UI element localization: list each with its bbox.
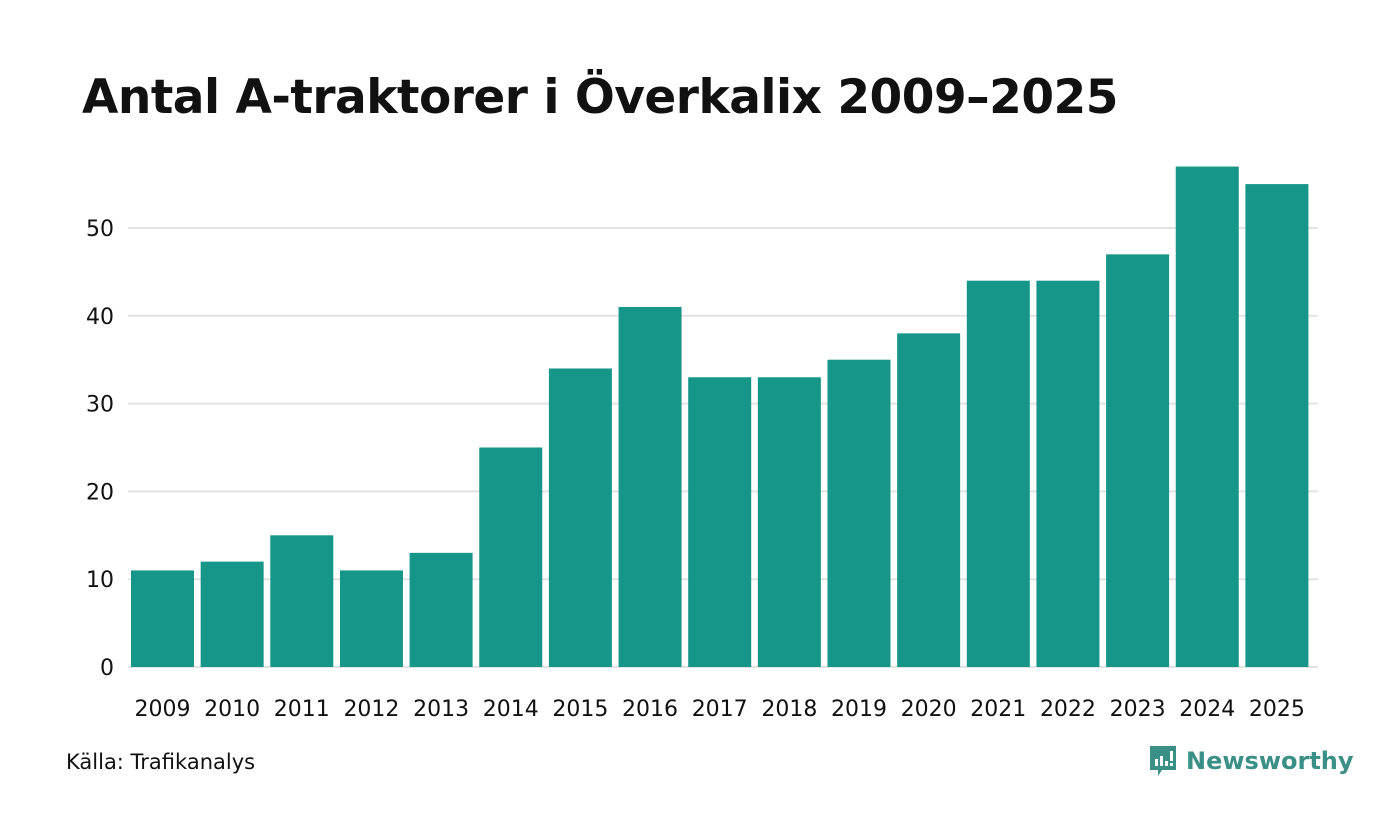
x-tick-label: 2009 <box>135 697 191 722</box>
brand-name: Newsworthy <box>1186 747 1354 775</box>
bar-2021 <box>966 280 1030 667</box>
bar-2010 <box>200 561 264 667</box>
x-tick-label: 2020 <box>901 697 957 722</box>
source-note: Källa: Trafikanalys <box>66 750 256 774</box>
bar-2009 <box>131 570 194 667</box>
x-tick-label: 2013 <box>413 697 469 722</box>
bar-2023 <box>1106 254 1170 667</box>
bar-2017 <box>688 377 752 667</box>
x-tick-label: 2011 <box>274 697 330 722</box>
newsworthy-logo: Newsworthy <box>1148 744 1354 778</box>
chart-title: Antal A-traktorer i Överkalix 2009–2025 <box>82 70 1118 125</box>
bar-2011 <box>270 535 334 667</box>
x-tick-label: 2012 <box>343 697 399 722</box>
bar-2019 <box>827 359 891 667</box>
x-tick-label: 2010 <box>204 697 260 722</box>
x-tick-label: 2019 <box>831 697 887 722</box>
y-tick-label: 40 <box>86 305 114 330</box>
y-tick-label: 20 <box>86 480 114 505</box>
bar-2018 <box>757 377 821 667</box>
x-tick-label: 2017 <box>692 697 748 722</box>
x-tick-label: 2025 <box>1249 697 1305 722</box>
bar-2025 <box>1245 184 1309 667</box>
bar-2012 <box>339 570 403 667</box>
x-tick-label: 2024 <box>1179 697 1235 722</box>
bar-2020 <box>897 333 961 667</box>
bar-2016 <box>618 307 682 667</box>
x-tick-label: 2023 <box>1110 697 1166 722</box>
x-tick-label: 2014 <box>483 697 539 722</box>
bar-2013 <box>409 552 473 667</box>
y-tick-label: 10 <box>86 568 114 593</box>
x-tick-label: 2018 <box>761 697 817 722</box>
x-tick-label: 2015 <box>552 697 608 722</box>
bar-2022 <box>1036 280 1100 667</box>
bar-2014 <box>479 447 543 667</box>
y-tick-label: 0 <box>100 656 114 681</box>
y-tick-label: 50 <box>86 217 114 242</box>
x-tick-label: 2022 <box>1040 697 1096 722</box>
newsworthy-logo-icon <box>1150 746 1176 776</box>
bar-2015 <box>548 368 612 667</box>
x-tick-label: 2016 <box>622 697 678 722</box>
bar-2024 <box>1175 166 1239 668</box>
y-tick-label: 30 <box>86 393 114 418</box>
x-tick-label: 2021 <box>970 697 1026 722</box>
